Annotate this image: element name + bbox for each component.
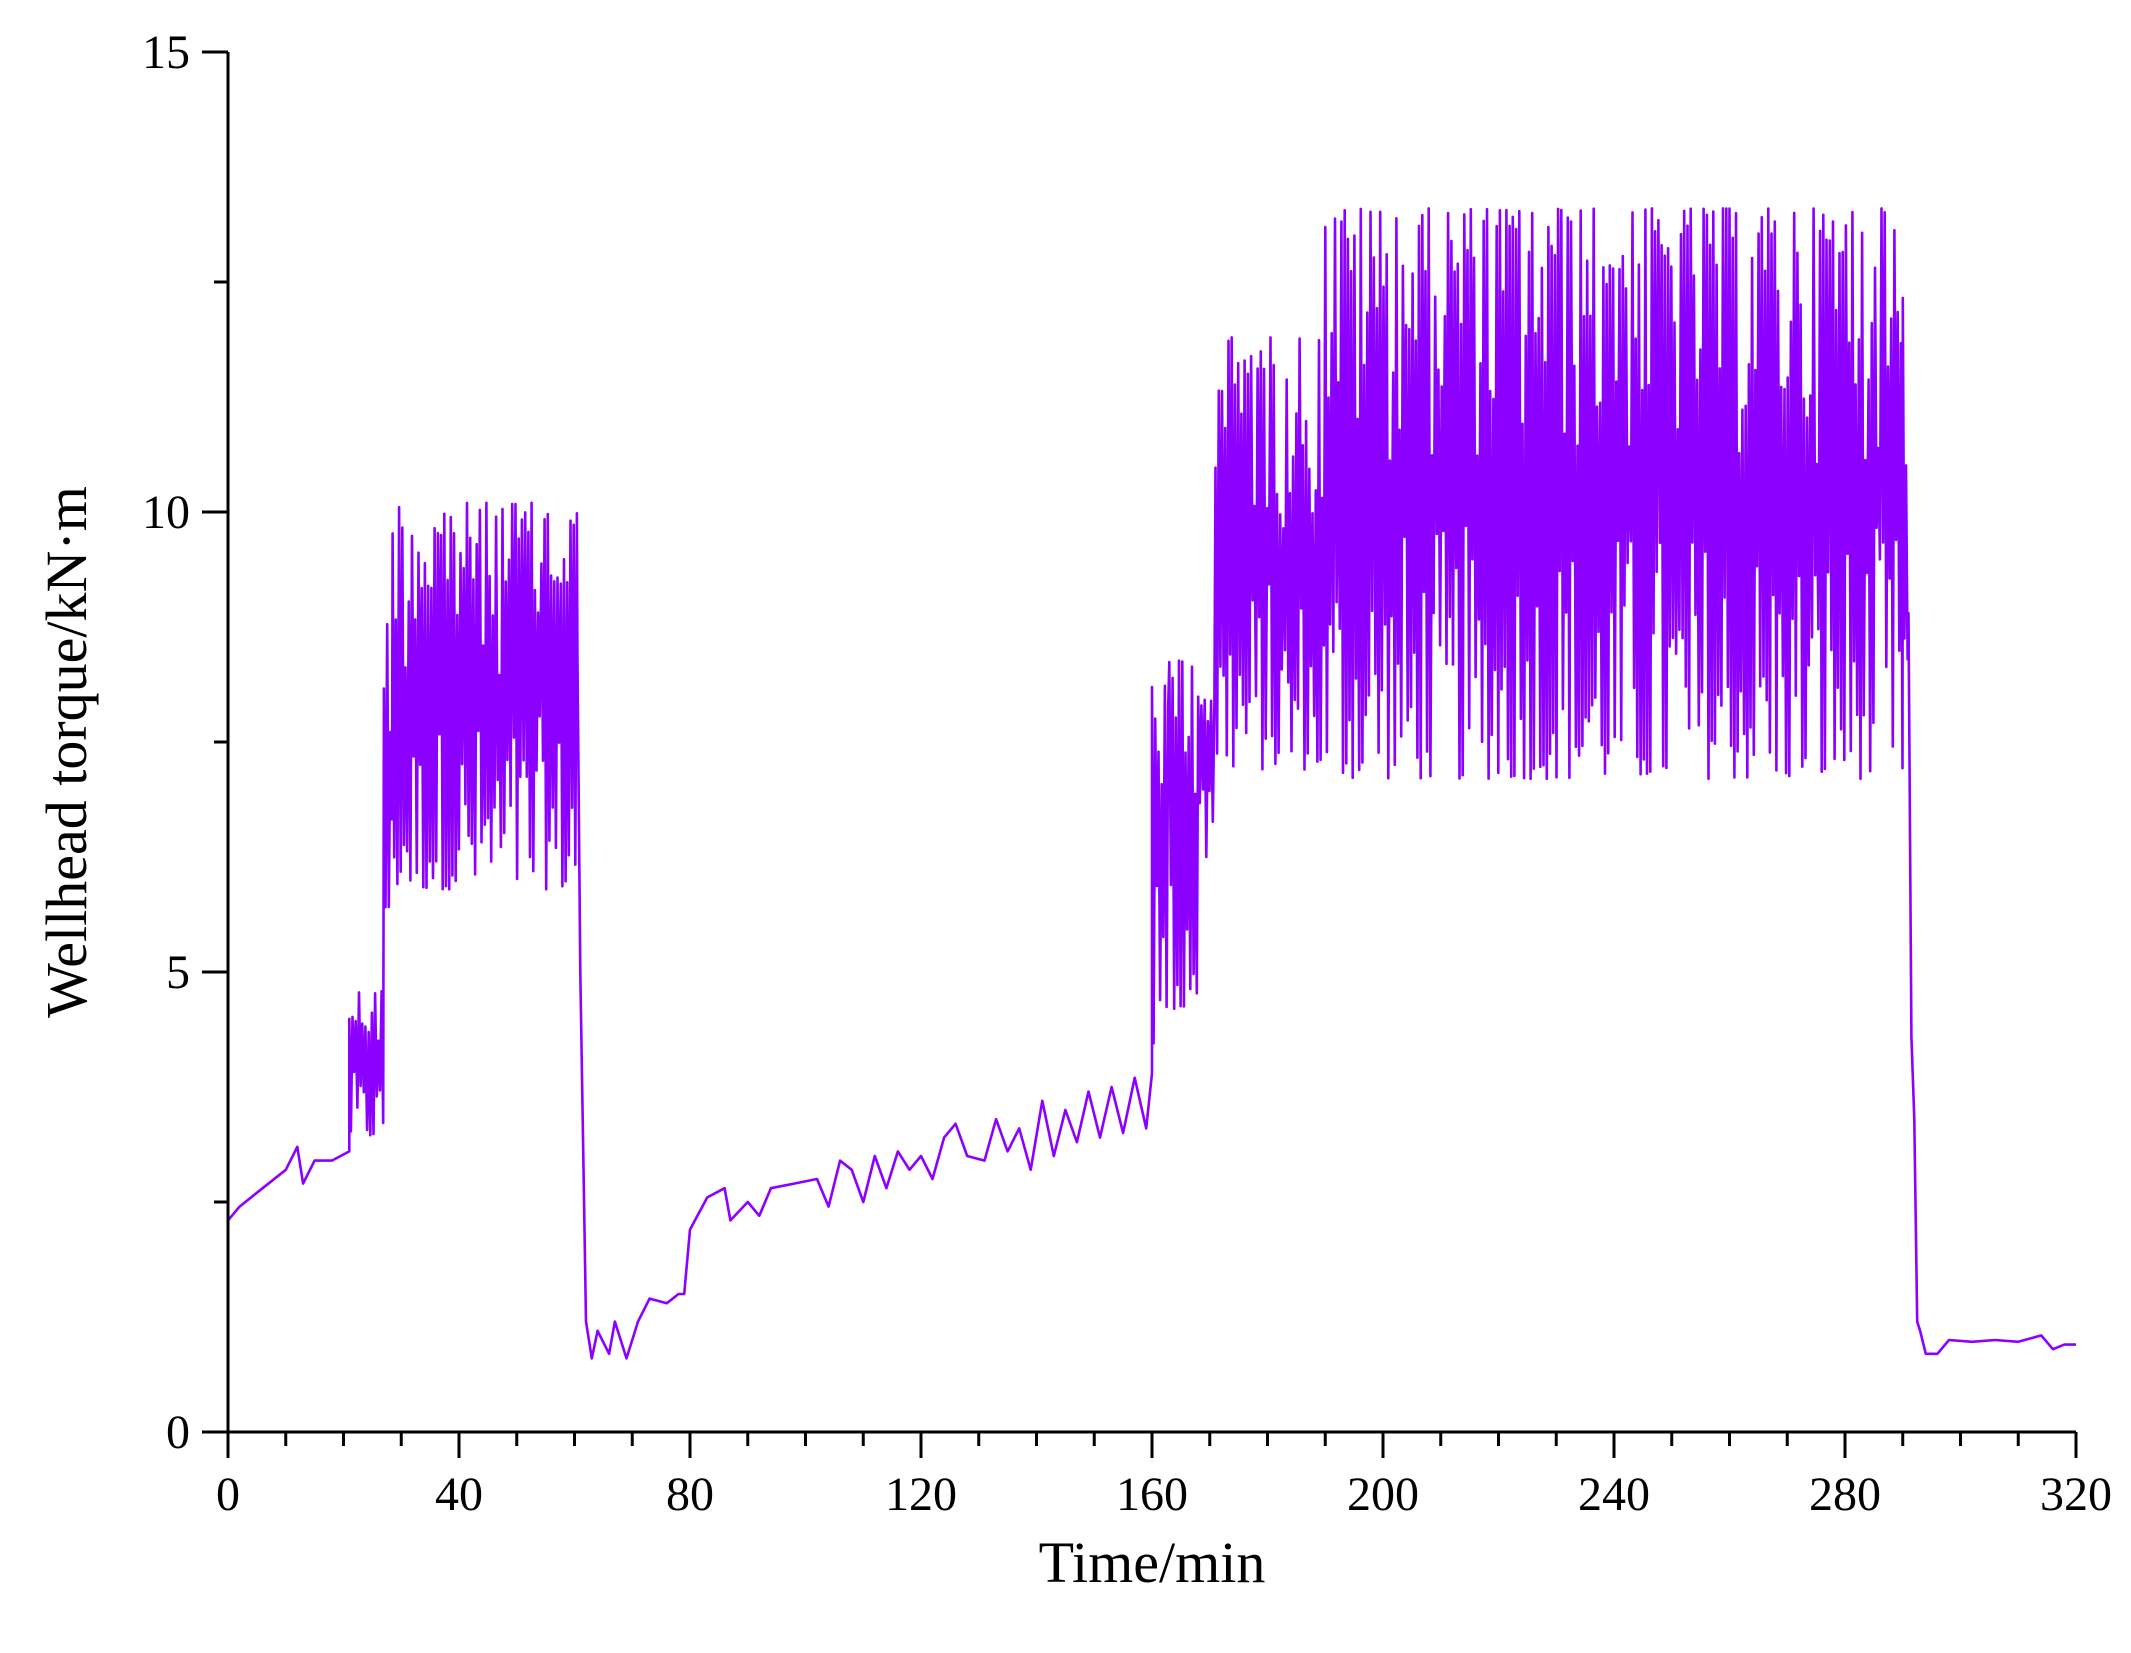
x-tick-label: 80 [666, 1468, 714, 1521]
y-tick-label: 0 [166, 1406, 190, 1459]
y-tick-label: 15 [142, 26, 190, 79]
y-axis-title: Wellhead torque/kN·m [34, 486, 99, 1018]
x-tick-label: 0 [216, 1468, 240, 1521]
x-tick-label: 120 [885, 1468, 957, 1521]
x-tick-label: 200 [1347, 1468, 1419, 1521]
x-tick-labels: 0 40 80 120 160 200 240 280 320 [216, 1468, 2112, 1521]
y-tick-labels: 0 5 10 15 [142, 26, 190, 1459]
x-tick-label: 280 [1809, 1468, 1881, 1521]
x-tick-label: 160 [1116, 1468, 1188, 1521]
x-tick-label: 320 [2040, 1468, 2112, 1521]
x-tick-label: 40 [435, 1468, 483, 1521]
axis-ticks [202, 50, 2078, 1458]
y-tick-label: 10 [142, 486, 190, 539]
x-axis-title: Time/min [1039, 1530, 1266, 1595]
series-line [227, 207, 2076, 1360]
x-tick-label: 240 [1578, 1468, 1650, 1521]
y-tick-label: 5 [166, 946, 190, 999]
